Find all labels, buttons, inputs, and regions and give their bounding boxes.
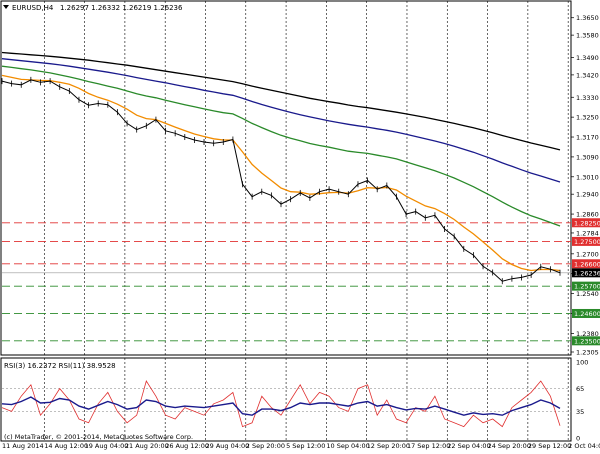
price-axis-label: 1.3010 <box>576 173 599 181</box>
level-price-tag-label: 1.25700 <box>574 283 600 291</box>
price-axis-label: 1.3490 <box>576 54 599 62</box>
time-axis-label: 21 Aug 20:00 <box>125 442 169 450</box>
level-price-tag <box>572 236 600 246</box>
price-axis-label: 1.2305 <box>576 349 599 357</box>
level-price-tag-label: 1.24600 <box>574 310 600 318</box>
time-axis-label: 5 Sep 12:00 <box>286 442 325 450</box>
level-price-tag <box>572 218 600 228</box>
moving-average-line <box>1 58 561 183</box>
rsi-level-label: 35 <box>576 408 584 416</box>
rsi-label: RSI(3) 16.2372 RSI(11) 38.9528 <box>4 362 116 370</box>
copyright-text: (c) MetaTrader, © 2001-2014, MetaQuotes … <box>4 433 193 441</box>
time-axis-label: 10 Sep 04:00 <box>326 442 369 450</box>
rsi-indicator: 100 65 35 0 <box>1 359 588 443</box>
symbol-timeframe: EURUSD,H4 <box>12 4 54 12</box>
level-price-tag <box>572 281 600 291</box>
time-axis-label: 14 Aug 12:00 <box>44 442 88 450</box>
moving-average-line <box>1 51 561 151</box>
price-axis-label: 1.3330 <box>576 94 599 102</box>
price-axis-label: 1.3420 <box>576 71 599 79</box>
time-axis-label: 24 Sep 20:00 <box>488 442 531 450</box>
time-axis-label: 2 Oct 04:00 <box>568 442 600 450</box>
level-price-tag-label: 1.28250 <box>574 219 600 227</box>
moving-average-line <box>1 74 561 272</box>
horizontal-levels <box>2 222 571 342</box>
rsi-line <box>1 380 561 428</box>
time-axis-label: 17 Sep 12:00 <box>407 442 450 450</box>
vertical-gridlines <box>43 1 569 441</box>
price-axis-label: 1.3250 <box>576 114 599 122</box>
price-axis-label: 1.2380 <box>576 330 599 338</box>
level-price-tag-label: 1.23500 <box>574 337 600 345</box>
price-axis-label: 1.2784 <box>576 229 599 237</box>
time-axis-label: 22 Sep 04:00 <box>447 442 490 450</box>
level-price-tag <box>572 259 600 269</box>
time-axis-label: 2 Sep 20:00 <box>246 442 285 450</box>
level-price-tag <box>572 336 600 346</box>
time-axis-label: 11 Aug 2014 <box>2 442 44 450</box>
dropdown-triangle-icon[interactable] <box>3 5 9 9</box>
price-axis-label: 1.2700 <box>576 250 599 258</box>
price-axis-label: 1.3170 <box>576 134 599 142</box>
level-price-tag-label: 1.26600 <box>574 260 600 268</box>
price-axis-label: 1.2860 <box>576 211 599 219</box>
price-axis-label: 1.3650 <box>576 14 599 22</box>
price-axis-label: 1.3580 <box>576 32 599 40</box>
price-axis-label: 1.3090 <box>576 153 599 161</box>
time-axis-label: 29 Sep 12:00 <box>528 442 571 450</box>
price-axis-label: 1.2540 <box>576 290 599 298</box>
level-price-tag <box>572 308 600 318</box>
level-price-tag-label: 1.27500 <box>574 238 600 246</box>
current-price-tag-label: 1.26236 <box>574 269 600 277</box>
rsi-level-label: 0 <box>576 435 580 443</box>
time-axis-label: 19 Aug 04:00 <box>85 442 129 450</box>
ohlc-values: 1.26297 1.26332 1.26219 1.26236 <box>60 4 183 12</box>
rsi-level-label: 100 <box>576 359 588 367</box>
moving-average-line <box>1 65 561 227</box>
price-series <box>1 51 561 285</box>
current-price-tag <box>572 268 600 278</box>
price-axis: 1.3650 1.3580 1.3490 1.3420 1.3330 1.3250 1.31… <box>571 14 599 357</box>
time-axis-label: 29 Aug 04:00 <box>205 442 249 450</box>
time-axis-label: 12 Sep 20:00 <box>367 442 410 450</box>
time-axis-label: 26 Aug 12:00 <box>165 442 209 450</box>
level-price-tags: 1.28250 1.27500 1.26600 1.25700 1.24600 1.235… <box>572 218 600 346</box>
rsi-level-label: 65 <box>576 385 584 393</box>
price-axis-label: 1.2940 <box>576 191 599 199</box>
rsi-line <box>1 396 561 416</box>
